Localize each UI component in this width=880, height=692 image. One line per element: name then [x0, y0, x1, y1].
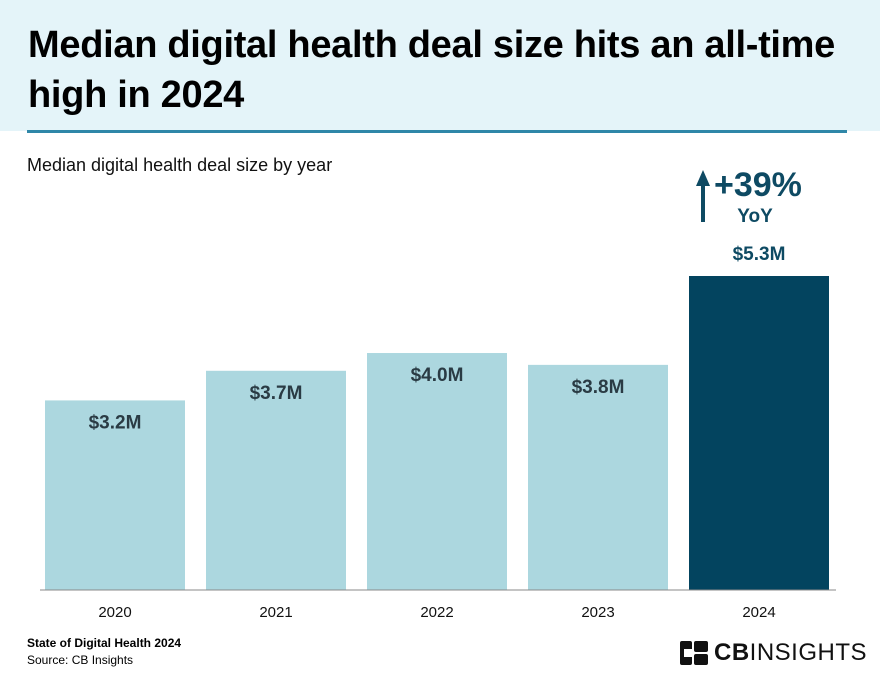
bar-chart: $3.2M 2020 $3.7M 2021 $4.0M 2022 $3.8M 2023 $5.3… [40, 166, 836, 621]
bar-2023 [528, 364, 668, 590]
bar-2020 [45, 400, 185, 590]
yoy-change-label: +39% [714, 166, 802, 204]
x-tick-label: 2021 [259, 604, 292, 621]
up-arrow-icon [696, 170, 710, 186]
x-tick-label: 2020 [98, 604, 131, 621]
yoy-suffix-label: YoY [737, 206, 773, 227]
cb-insights-logo: CBINSIGHTS [680, 639, 867, 667]
bar-2021 [206, 370, 346, 590]
report-name: State of Digital Health 2024 [27, 636, 182, 650]
bar-2024 [689, 276, 829, 590]
source-note: Source: CB Insights [27, 653, 134, 667]
data-label-2024: $5.3M [733, 244, 786, 265]
header-divider [27, 130, 847, 133]
data-label-2023: $3.8M [572, 377, 625, 398]
x-tick-label: 2024 [742, 604, 775, 621]
x-tick-label: 2022 [420, 604, 453, 621]
bar-2022 [367, 353, 507, 590]
chart-subtitle: Median digital health deal size by year [27, 155, 333, 175]
data-label-2022: $4.0M [411, 365, 464, 386]
x-tick-label: 2023 [581, 604, 614, 621]
cb-logo-icon [680, 641, 708, 665]
data-label-2021: $3.7M [250, 383, 303, 404]
header-banner: Median digital health deal size hits an … [0, 0, 880, 131]
data-label-2020: $3.2M [89, 412, 142, 433]
chart-title: Median digital health deal size hits an … [28, 24, 835, 116]
logo-wordmark: CBINSIGHTS [714, 639, 868, 666]
